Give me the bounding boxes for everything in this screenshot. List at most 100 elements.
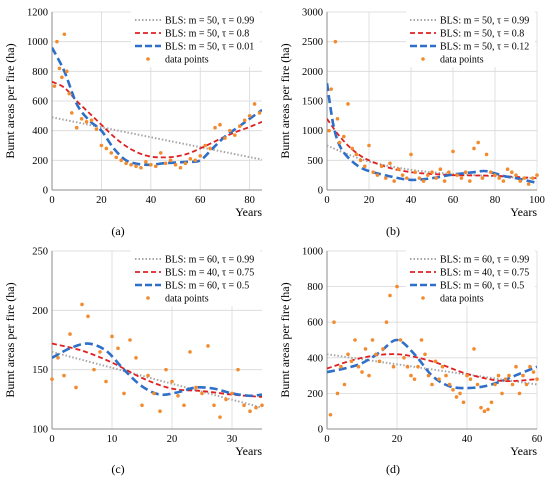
caption-d: (d)	[386, 462, 400, 476]
x-tick-label: 100	[529, 195, 545, 206]
data-point	[104, 379, 108, 384]
data-point	[395, 284, 399, 289]
data-point	[122, 391, 126, 396]
data-point	[398, 338, 403, 342]
legend-label: data points	[440, 55, 484, 66]
data-point	[208, 146, 212, 151]
data-point	[476, 140, 480, 145]
data-point	[224, 397, 228, 402]
x-tick-label: 40	[462, 434, 473, 445]
data-point	[74, 125, 79, 130]
x-axis-title: Years	[235, 444, 262, 458]
y-tick-label: 500	[307, 156, 323, 167]
data-point	[98, 350, 102, 354]
data-point	[80, 302, 84, 307]
data-point	[248, 409, 252, 413]
data-point	[388, 293, 392, 298]
data-point	[371, 170, 375, 174]
data-point	[193, 158, 198, 163]
y-tick-label: 2000	[302, 67, 323, 78]
data-point	[437, 377, 441, 381]
data-point	[228, 128, 232, 133]
data-point	[329, 87, 333, 91]
data-point	[129, 162, 133, 167]
y-tick-label: 200	[307, 389, 323, 400]
data-point	[370, 338, 375, 342]
data-point	[444, 373, 448, 378]
series-line	[52, 80, 262, 159]
data-point	[333, 39, 338, 44]
chart-panel-c: 100 150 200 250 0 10 20 30 Years Burnt areas per …	[0, 239, 275, 461]
data-point	[173, 162, 178, 167]
data-point	[459, 176, 464, 180]
data-point	[230, 391, 234, 396]
data-point	[482, 409, 487, 413]
x-tick-label: 0	[324, 434, 329, 445]
data-point	[521, 373, 525, 378]
data-point	[158, 409, 162, 413]
y-tick-label: 200	[32, 306, 48, 317]
data-point	[200, 391, 204, 396]
data-point	[353, 338, 357, 342]
y-axis-title: Burnt areas per fire (ha)	[278, 282, 292, 397]
data-point	[354, 152, 359, 157]
data-point	[337, 140, 342, 145]
series-line	[52, 116, 262, 161]
data-point	[134, 356, 138, 360]
legend-label: BLS: m = 50, τ = 0.01	[165, 42, 254, 53]
series-line	[327, 353, 537, 383]
data-point	[119, 158, 123, 163]
data-point	[188, 157, 193, 161]
data-point	[507, 373, 511, 378]
data-point	[188, 350, 192, 354]
x-tick-label: 40	[406, 195, 417, 206]
x-tick-label: 10	[107, 434, 118, 445]
y-axis-title: Burnt areas per fire (ha)	[278, 43, 292, 158]
data-point	[522, 176, 527, 180]
data-point	[74, 385, 78, 390]
x-tick-label: 80	[244, 195, 255, 206]
data-point	[503, 377, 508, 381]
data-point	[236, 367, 240, 372]
x-tick-label: 80	[490, 195, 501, 206]
data-point	[254, 405, 258, 410]
data-point	[50, 377, 54, 381]
data-point	[99, 143, 104, 148]
series-line	[52, 342, 262, 398]
data-point	[480, 176, 485, 180]
data-point	[69, 111, 74, 115]
data-point	[332, 320, 336, 324]
data-point	[163, 161, 168, 166]
data-point	[335, 117, 340, 121]
data-point	[434, 176, 438, 180]
data-point	[146, 373, 150, 378]
y-tick-label: 400	[32, 126, 48, 137]
data-point	[531, 176, 535, 180]
x-tick-label: 0	[324, 195, 329, 206]
y-tick-label: 600	[32, 97, 48, 108]
series-line	[52, 46, 262, 167]
data-point	[400, 173, 405, 177]
data-point	[458, 391, 462, 396]
data-point	[468, 179, 472, 183]
y-tick-label: 400	[307, 353, 323, 364]
data-point	[472, 146, 476, 151]
data-point	[327, 128, 331, 133]
data-point	[367, 143, 371, 148]
x-tick-label: 20	[364, 195, 375, 206]
legend-label: BLS: m = 50, τ = 0.12	[440, 42, 529, 53]
data-point	[198, 154, 203, 158]
data-point	[489, 400, 494, 405]
data-point	[124, 161, 128, 166]
y-tick-label: 1000	[27, 37, 48, 48]
data-point	[144, 160, 148, 164]
data-point	[367, 373, 371, 378]
series-line	[327, 338, 537, 390]
data-point	[178, 165, 183, 170]
data-point	[430, 382, 434, 387]
data-point	[52, 84, 57, 88]
data-point	[524, 382, 529, 387]
data-point	[346, 102, 350, 106]
